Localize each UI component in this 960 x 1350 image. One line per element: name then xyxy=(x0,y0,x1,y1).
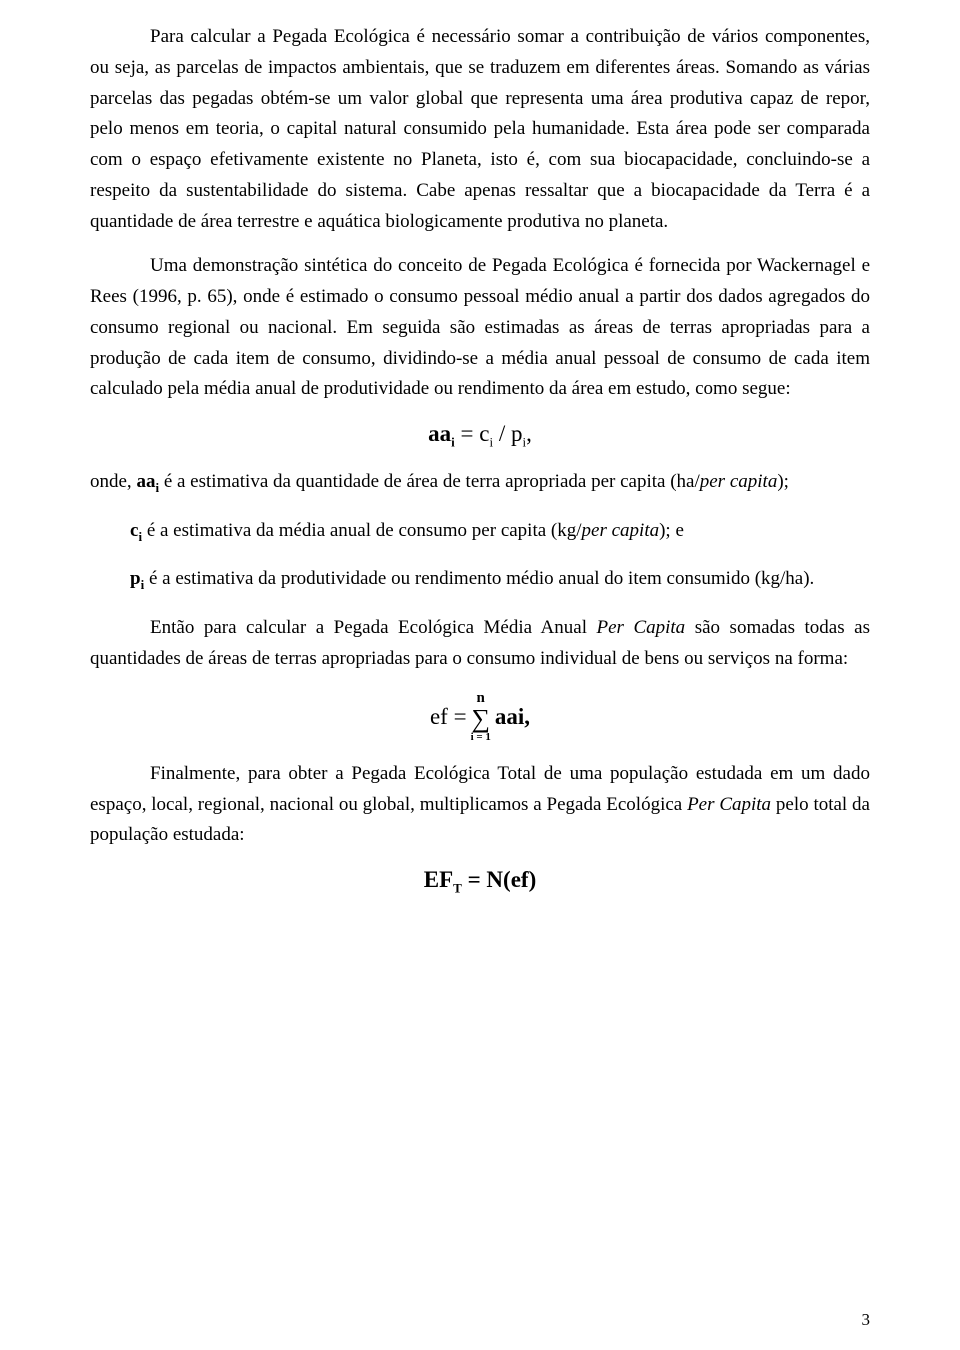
def-text: é a estimativa da quantidade de área de … xyxy=(159,471,700,492)
def-text: é a estimativa da produtividade ou rendi… xyxy=(144,568,814,589)
per-capita: Per Capita xyxy=(597,617,686,638)
onde-label: onde, xyxy=(90,471,136,492)
formula-1: aai = ci / pi, xyxy=(90,421,870,451)
term-EF: EF xyxy=(424,867,453,892)
term-aa: aa xyxy=(428,421,451,446)
term-aa: aa xyxy=(136,471,155,492)
slash-text: / p xyxy=(493,421,522,446)
sigma-icon: ∑ xyxy=(471,706,491,732)
paragraph-1: Para calcular a Pegada Ecológica é neces… xyxy=(90,22,870,237)
formula-2: ef = n ∑ i = 1 aai, xyxy=(90,691,870,743)
paragraph-4: Finalmente, para obter a Pegada Ecológic… xyxy=(90,759,870,851)
definition-ci: ci é a estimativa da média anual de cons… xyxy=(90,516,870,547)
formula-3: EFT = N(ef) xyxy=(90,867,870,897)
sum-lower: i = 1 xyxy=(471,732,491,743)
per-capita: Per Capita xyxy=(687,794,771,815)
eq-text: = c xyxy=(455,421,490,446)
document-page: Para calcular a Pegada Ecológica é neces… xyxy=(0,0,960,1350)
definition-pi: pi é a estimativa da produtividade ou re… xyxy=(90,564,870,595)
sub-T: T xyxy=(453,881,462,896)
paragraph-2: Uma demonstração sintética do conceito d… xyxy=(90,251,870,405)
p3-part-a: Então para calcular a Pegada Ecológica M… xyxy=(150,617,597,638)
def-text-end: ); e xyxy=(659,520,684,541)
def-text-end: ); xyxy=(777,471,789,492)
ef-eq: ef = xyxy=(430,704,467,730)
comma: , xyxy=(526,421,532,446)
definition-aa: onde, aai é a estimativa da quantidade d… xyxy=(90,467,870,498)
page-number: 3 xyxy=(862,1310,871,1330)
term-aa: aa xyxy=(495,704,518,730)
per-capita: per capita xyxy=(582,520,660,541)
sub-i-comma: i, xyxy=(518,704,530,730)
sum-icon: n ∑ i = 1 xyxy=(471,691,491,743)
paragraph-3: Então para calcular a Pegada Ecológica M… xyxy=(90,613,870,675)
term-p: p xyxy=(130,568,141,589)
per-capita: per capita xyxy=(700,471,778,492)
def-text: é a estimativa da média anual de consumo… xyxy=(142,520,581,541)
eq-rest: = N(ef) xyxy=(462,867,536,892)
